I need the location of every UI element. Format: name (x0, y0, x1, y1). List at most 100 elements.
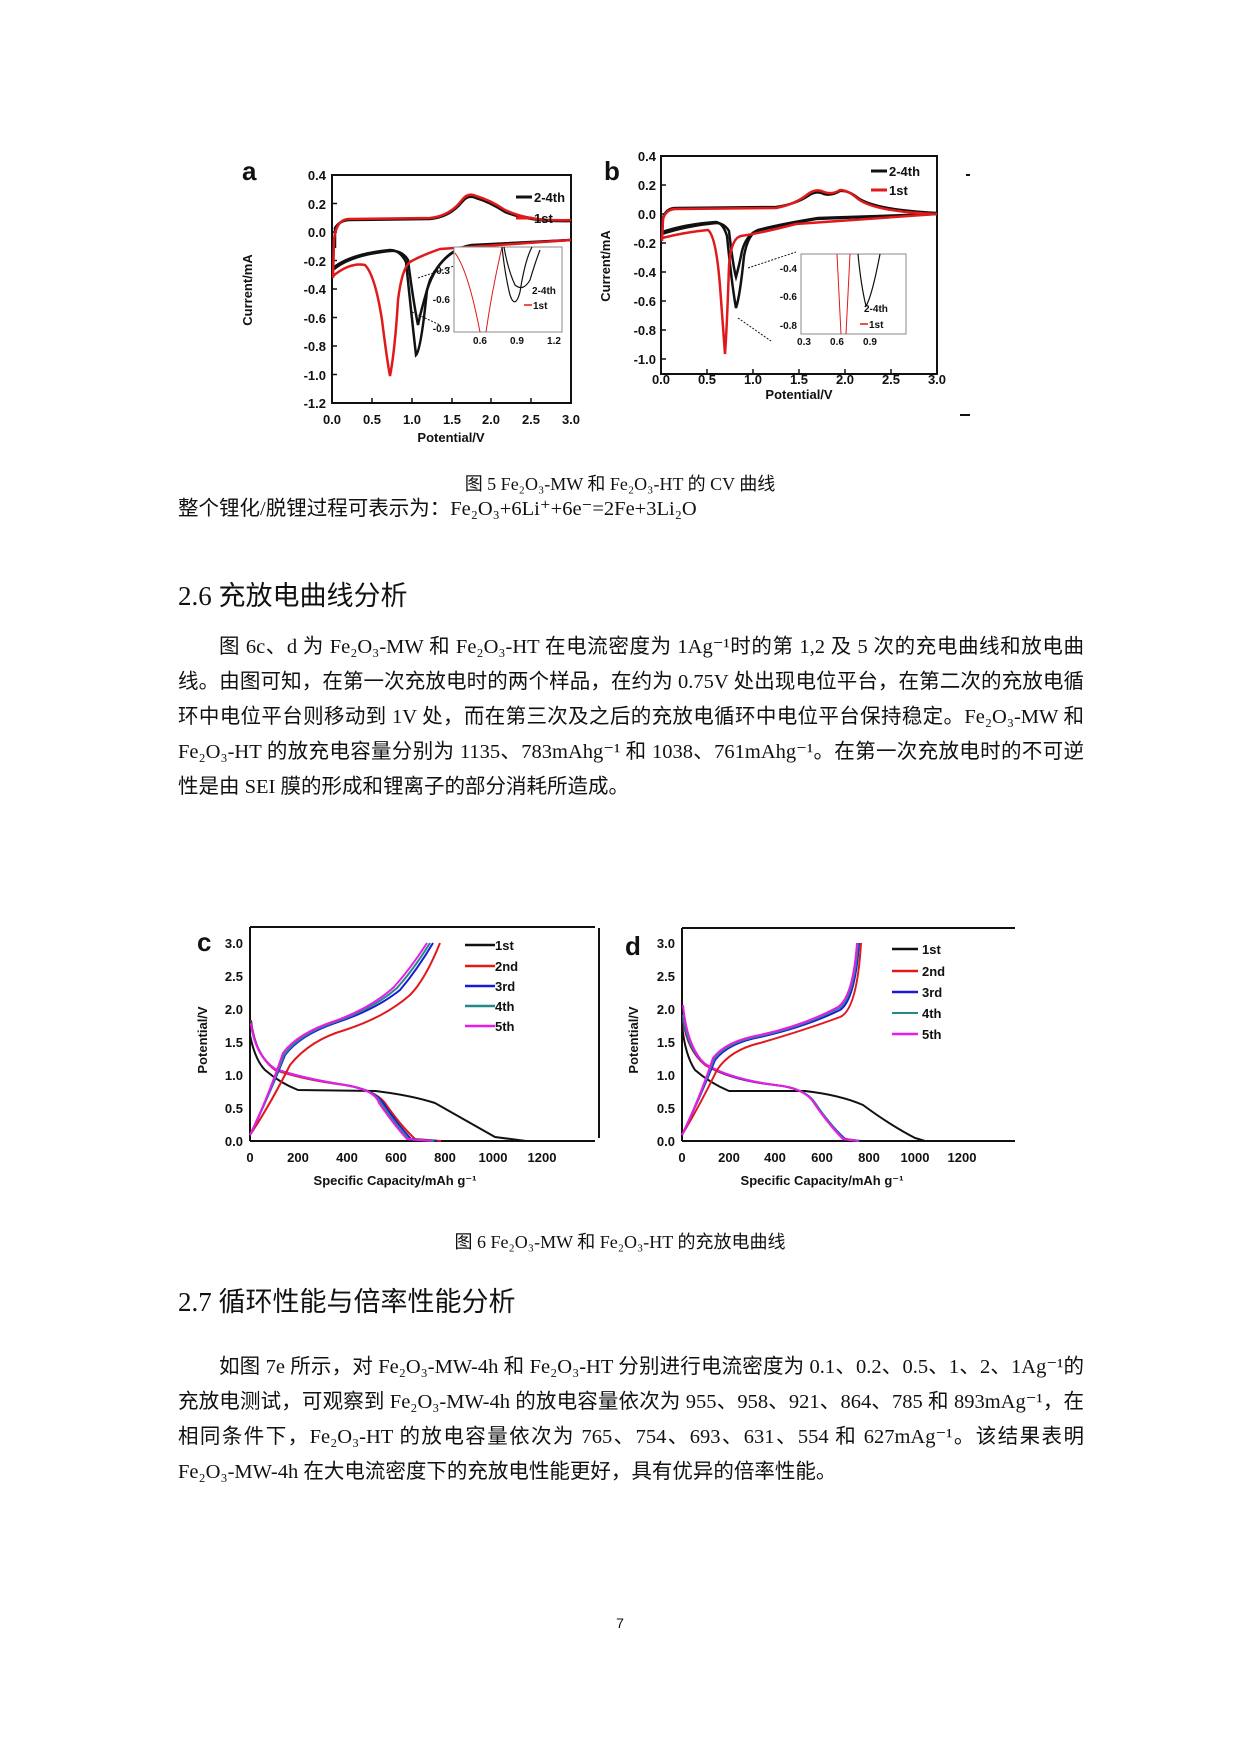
svg-text:2.5: 2.5 (657, 969, 675, 984)
svg-text:0.5: 0.5 (225, 1101, 243, 1116)
svg-text:b: b (604, 156, 620, 186)
svg-text:0.0: 0.0 (657, 1134, 675, 1149)
figure-5-caption: 图 5 Fe₂O₃-MW 和 Fe₂O₃-HT 的 CV 曲线 (464, 474, 776, 494)
svg-text:-0.6: -0.6 (433, 295, 451, 306)
svg-text:3.0: 3.0 (657, 936, 675, 951)
svg-text:0.0: 0.0 (308, 225, 326, 240)
svg-text:1000: 1000 (479, 1150, 508, 1165)
svg-text:1.0: 1.0 (657, 1068, 675, 1083)
svg-text:2-4th: 2-4th (532, 286, 556, 297)
section-2-7-title: 2.7 循环性能与倍率性能分析 (178, 1287, 516, 1317)
x-axis-label: Specific Capacity/mAh g⁻¹ (741, 1173, 904, 1188)
panel-label-a: a (242, 156, 257, 186)
svg-text:1000: 1000 (901, 1150, 930, 1165)
svg-text:4th: 4th (495, 999, 515, 1014)
svg-text:0.4: 0.4 (638, 149, 657, 164)
svg-text:3.0: 3.0 (225, 936, 243, 951)
svg-text:-0.4: -0.4 (780, 264, 798, 275)
svg-text:0.6: 0.6 (830, 337, 844, 348)
legend-1st: 1st (534, 211, 553, 226)
svg-text:1.5: 1.5 (443, 412, 461, 427)
svg-text:200: 200 (287, 1150, 309, 1165)
figure-5a-cv-plot: a 0.4 0.2 0.0 -0.2 -0.4 -0.6 -0.8 -1.0 -1.2 0.… (240, 150, 600, 450)
svg-text:-0.6: -0.6 (634, 294, 656, 309)
svg-text:-0.8: -0.8 (780, 321, 798, 332)
y-tick-labels: 3.0 2.5 2.0 1.5 1.0 0.5 0.0 (657, 936, 675, 1149)
svg-text:-0.6: -0.6 (304, 311, 326, 326)
svg-text:400: 400 (336, 1150, 358, 1165)
svg-text:600: 600 (811, 1150, 833, 1165)
svg-text:0.3: 0.3 (797, 337, 811, 348)
svg-text:Potential/V: Potential/V (765, 387, 833, 402)
svg-text:0.0: 0.0 (652, 372, 670, 387)
svg-text:1.0: 1.0 (403, 412, 421, 427)
svg-text:-0.4: -0.4 (304, 282, 327, 297)
legend-2-4th: 2-4th (534, 190, 565, 205)
svg-text:1200: 1200 (528, 1150, 557, 1165)
y-tick-labels: 3.0 2.5 2.0 1.5 1.0 0.5 0.0 (225, 936, 243, 1149)
inset-zoom-plot: -0.3 -0.6 -0.9 0.6 0.9 1.2 2-4th 1st (411, 246, 563, 347)
svg-text:4th: 4th (922, 1006, 942, 1021)
svg-text:2nd: 2nd (495, 959, 518, 974)
equation-line: 整个锂化/脱锂过程可表示为：Fe₂O₃+6Li⁺+6e⁻=2Fe+3Li₂O (178, 498, 697, 520)
figure-5b: b 0.4 0.2 0.0 -0.2 -0.4 -0.6 -0.8 -1.0 0.0 0.5… (596, 146, 966, 406)
legend: 1st 2nd 3rd 4th 5th (892, 942, 945, 1042)
svg-text:2.0: 2.0 (225, 1002, 243, 1017)
svg-text:1200: 1200 (948, 1150, 977, 1165)
svg-text:0: 0 (246, 1150, 253, 1165)
y-axis-label: Potential/V (626, 1006, 641, 1074)
x-tick-labels: 0 200 400 600 800 1000 1200 (246, 1150, 556, 1165)
svg-text:2-4th: 2-4th (864, 304, 888, 315)
svg-text:-1.0: -1.0 (634, 352, 656, 367)
svg-text:3rd: 3rd (922, 985, 942, 1000)
svg-text:Current/mA: Current/mA (598, 230, 613, 302)
panel-label-d: d (625, 931, 641, 961)
svg-text:1.5: 1.5 (790, 372, 808, 387)
svg-text:0.4: 0.4 (308, 168, 327, 183)
svg-text:-0.6: -0.6 (780, 292, 798, 303)
svg-text:1st: 1st (495, 938, 514, 953)
svg-text:0.0: 0.0 (323, 412, 341, 427)
svg-text:800: 800 (858, 1150, 880, 1165)
x-axis-label: Potential/V (417, 430, 485, 445)
svg-text:-0.2: -0.2 (634, 236, 656, 251)
svg-text:1.5: 1.5 (657, 1035, 675, 1050)
svg-text:2-4th: 2-4th (889, 164, 920, 179)
svg-text:0.5: 0.5 (657, 1101, 675, 1116)
panel-label-c: c (197, 927, 211, 957)
svg-text:0.9: 0.9 (863, 337, 877, 348)
section-2-7-paragraph: 如图 7e 所示，对 Fe₂O₃-MW-4h 和 Fe₂O₃-HT 分别进行电流… (178, 1356, 1084, 1483)
figure-6d-charge-discharge-plot: d 3.0 2.5 2.0 1.5 1.0 0.5 0.0 0 200 400 600 800 1… (595, 925, 1015, 1190)
page-number: 7 (616, 1615, 624, 1631)
svg-text:1.0: 1.0 (225, 1068, 243, 1083)
svg-text:1st: 1st (533, 301, 548, 312)
section-2-6-title: 2.6 充放电曲线分析 (178, 581, 408, 611)
svg-text:1st: 1st (889, 183, 908, 198)
svg-text:-0.9: -0.9 (433, 324, 451, 335)
svg-text:600: 600 (385, 1150, 407, 1165)
svg-text:5th: 5th (922, 1027, 942, 1042)
svg-text:3.0: 3.0 (928, 372, 946, 387)
svg-text:0.0: 0.0 (638, 207, 656, 222)
svg-text:3.0: 3.0 (562, 412, 580, 427)
svg-text:2.5: 2.5 (522, 412, 540, 427)
svg-text:-1.2: -1.2 (304, 396, 326, 411)
svg-text:1.5: 1.5 (225, 1035, 243, 1050)
svg-text:0.0: 0.0 (225, 1134, 243, 1149)
svg-text:1st: 1st (869, 320, 884, 331)
x-axis-label: Specific Capacity/mAh g⁻¹ (314, 1173, 477, 1188)
svg-text:-0.2: -0.2 (304, 254, 326, 269)
svg-text:2.5: 2.5 (225, 969, 243, 984)
svg-text:2.0: 2.0 (836, 372, 854, 387)
svg-text:1st: 1st (922, 942, 941, 957)
svg-text:2.0: 2.0 (482, 412, 500, 427)
svg-text:2nd: 2nd (922, 964, 945, 979)
y-tick-labels: 0.4 0.2 0.0 -0.2 -0.4 -0.6 -0.8 -1.0 -1.2 (304, 168, 327, 411)
legend: 1st 2nd 3rd 4th 5th (465, 938, 518, 1034)
svg-text:5th: 5th (495, 1019, 515, 1034)
svg-text:-1.0: -1.0 (304, 368, 326, 383)
svg-text:0: 0 (678, 1150, 685, 1165)
figure-6-caption: 图 6 Fe₂O₃-MW 和 Fe₂O₃-HT 的充放电曲线 (454, 1232, 786, 1252)
y-axis-label: Potential/V (195, 1006, 210, 1074)
x-tick-labels: 0.0 0.5 1.0 1.5 2.0 2.5 3.0 (323, 412, 580, 427)
